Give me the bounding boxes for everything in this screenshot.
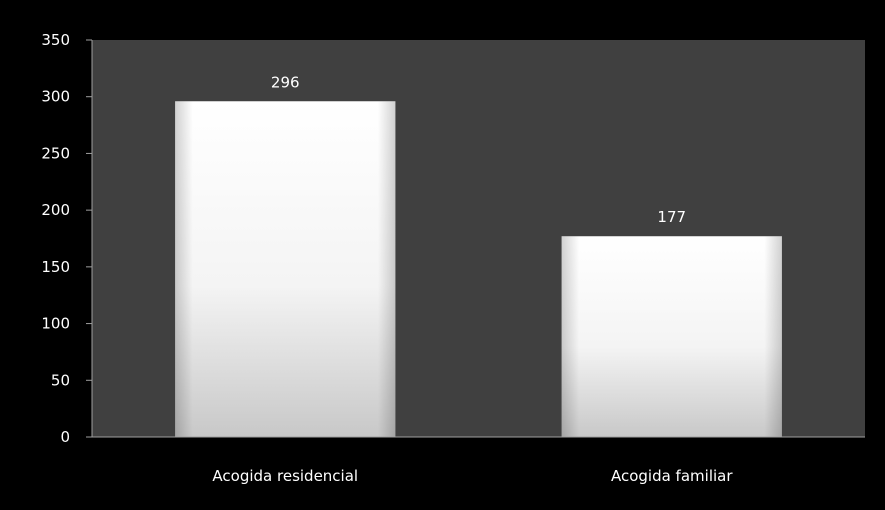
y-tick-label: 100 [41,315,70,333]
x-tick-label: Acogida residencial [212,467,358,485]
bar-shading [175,101,396,437]
y-tick-label: 50 [51,371,70,389]
y-tick-label: 200 [41,201,70,219]
bars: 296 177 [175,73,782,437]
x-tick-label: Acogida familiar [611,467,733,485]
y-tick-label: 150 [41,258,70,276]
y-tick-label: 0 [60,428,70,446]
y-tick-label: 250 [41,144,70,162]
y-axis: 0 50 100 150 200 250 300 350 [41,31,92,446]
y-tick-label: 300 [41,88,70,106]
x-axis: Acogida residencial Acogida familiar [212,467,733,485]
data-label: 296 [271,73,300,91]
bar-shading [561,236,782,437]
y-tick-label: 350 [41,31,70,49]
data-label: 177 [657,208,686,226]
